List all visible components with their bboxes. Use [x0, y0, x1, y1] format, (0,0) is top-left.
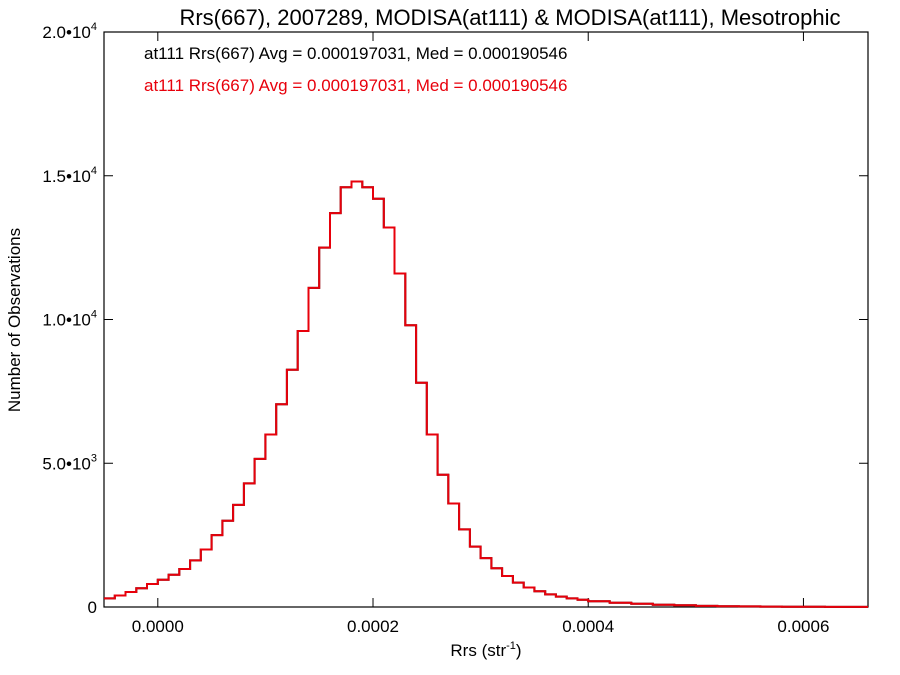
y-tick-label: 1.0•104 [42, 309, 97, 330]
series-line-black [104, 180, 868, 608]
x-tick-label: 0.0002 [347, 617, 399, 636]
plot-border [103, 31, 869, 608]
x-axis-label-close: ) [516, 641, 522, 660]
y-tick-label: 5.0•103 [42, 452, 97, 473]
y-tick-exponent: 4 [91, 21, 97, 33]
x-axis-ticks: 0.0000 0.0002 0.0004 0.0006 [132, 32, 829, 636]
y-tick-label: 1.5•104 [42, 165, 97, 186]
legend-entry-red: at111 Rrs(667) Avg = 0.000197031, Med = … [144, 76, 567, 95]
y-tick-mantissa: 5.0•10 [42, 454, 91, 473]
y-tick-mantissa: 0 [88, 598, 97, 617]
y-axis-label: Number of Observations [5, 228, 24, 412]
y-tick-exponent: 4 [91, 165, 97, 177]
x-tick-label: 0.0006 [777, 617, 829, 636]
y-tick-exponent: 3 [91, 452, 97, 464]
y-tick-mantissa: 2.0•10 [42, 23, 91, 42]
x-axis-label-base: Rrs (str [450, 641, 506, 660]
y-tick-mantissa: 1.5•10 [42, 167, 91, 186]
series-line-red [104, 180, 868, 608]
x-tick-label: 0.0000 [132, 617, 184, 636]
plot-frame [103, 31, 869, 608]
x-axis-label-superscript: -1 [506, 640, 516, 652]
y-tick-exponent: 4 [91, 309, 97, 321]
y-tick-label: 0 [88, 598, 97, 617]
x-tick-label: 0.0004 [562, 617, 614, 636]
chart-title: Rrs(667), 2007289, MODISA(at111) & MODIS… [179, 5, 840, 30]
y-tick-label: 2.0•104 [42, 21, 97, 42]
x-axis-label: Rrs (str-1) [450, 640, 521, 660]
legend-entry-black: at111 Rrs(667) Avg = 0.000197031, Med = … [144, 44, 567, 63]
y-tick-mantissa: 1.0•10 [42, 311, 91, 330]
series-layer [104, 180, 868, 608]
